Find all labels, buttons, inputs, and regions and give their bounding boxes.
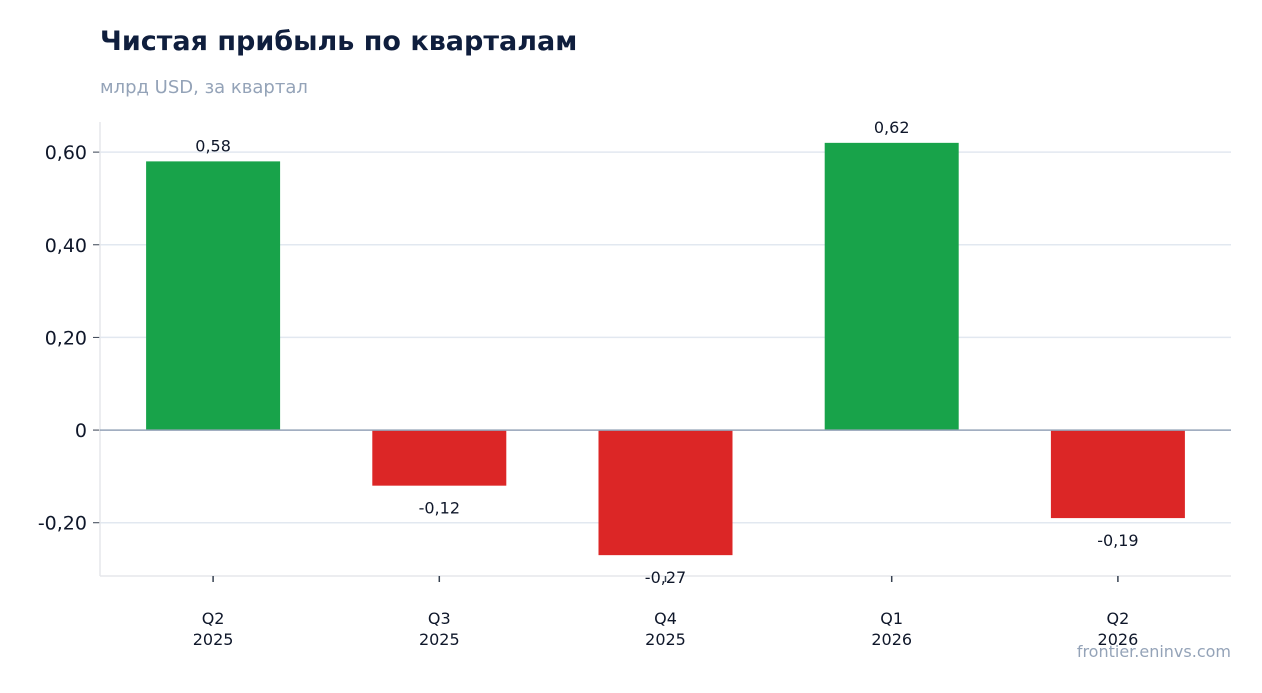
bars <box>146 142 1185 556</box>
bar <box>146 161 281 431</box>
data-label: 0,62 <box>874 118 910 137</box>
chart-subtitle: млрд USD, за квартал <box>100 77 308 98</box>
data-label: -0,27 <box>645 568 686 587</box>
bar <box>372 430 507 486</box>
y-tick-label: 0,20 <box>45 327 87 349</box>
bar <box>1050 430 1185 519</box>
x-tick-label-year: 2025 <box>645 630 686 649</box>
y-tick-label: 0,40 <box>45 235 87 257</box>
labels: -0,20 0 0,20 0,40 0,60 0,58 Q2 2025 -0,12 Q3 2025 -… <box>38 118 1231 649</box>
x-tick-label: Q2 <box>202 609 225 628</box>
source-note: frontier.eninvs.com <box>1076 642 1231 661</box>
bar <box>598 430 733 556</box>
bar <box>824 142 959 431</box>
y-tick-label: -0,20 <box>38 513 87 535</box>
chart-title: Чистая прибыль по кварталам <box>100 26 578 57</box>
x-tick-label-year: 2026 <box>871 630 912 649</box>
x-tick-label: Q1 <box>880 609 903 628</box>
data-label: -0,19 <box>1097 531 1138 550</box>
axes <box>93 122 1231 582</box>
x-tick-label: Q3 <box>428 609 451 628</box>
data-label: 0,58 <box>195 136 231 155</box>
x-tick-label: Q2 <box>1107 609 1130 628</box>
x-tick-label-year: 2026 <box>1098 630 1139 649</box>
x-tick-label-year: 2025 <box>419 630 460 649</box>
data-label: -0,12 <box>419 499 460 518</box>
y-tick-label: 0,60 <box>45 142 87 164</box>
x-tick-label-year: 2025 <box>193 630 234 649</box>
y-tick-label: 0 <box>75 420 87 442</box>
x-tick-label: Q4 <box>654 609 677 628</box>
